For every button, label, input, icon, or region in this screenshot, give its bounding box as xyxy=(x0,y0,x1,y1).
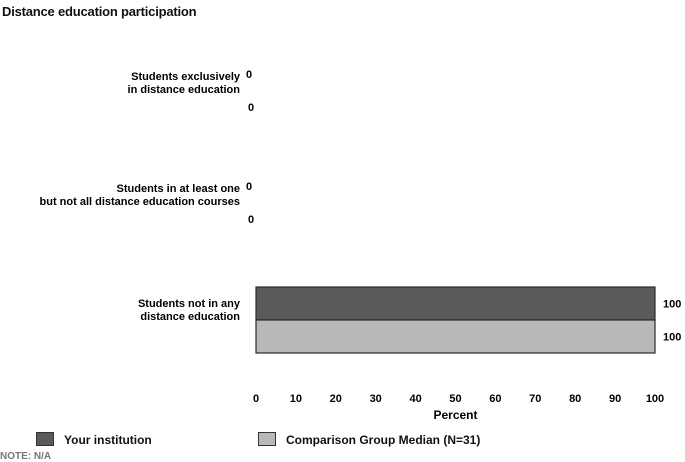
legend-item-comparison-group: Comparison Group Median (N=31) xyxy=(258,432,480,447)
data-label: 0 xyxy=(246,69,252,81)
x-tick-label: 80 xyxy=(569,393,581,405)
bar-comparison-group xyxy=(255,319,656,354)
x-tick-label: 20 xyxy=(330,393,342,405)
x-tick-label: 70 xyxy=(529,393,541,405)
data-label: 0 xyxy=(248,102,254,114)
category-label: Students in at least one but not all dist… xyxy=(40,183,240,208)
x-tick-label: 10 xyxy=(290,393,302,405)
legend-swatch-your-institution xyxy=(36,432,54,446)
legend-swatch-comparison-group xyxy=(258,432,276,446)
category-label: Students exclusively in distance educatio… xyxy=(128,71,241,96)
footnote: NOTE: N/A xyxy=(0,452,52,462)
legend-label-your-institution: Your institution xyxy=(64,433,152,447)
x-tick-label: 40 xyxy=(409,393,421,405)
x-tick-label: 90 xyxy=(609,393,621,405)
category-label: Students not in any distance education xyxy=(138,298,241,323)
data-label: 100 xyxy=(663,299,681,311)
legend-label-comparison-group: Comparison Group Median (N=31) xyxy=(286,433,481,447)
data-label: 100 xyxy=(663,332,681,344)
x-tick-label: 0 xyxy=(253,393,259,405)
bar-your-institution xyxy=(255,286,656,321)
x-tick-label: 100 xyxy=(646,393,664,405)
x-tick-label: 30 xyxy=(370,393,382,405)
x-tick-label: 60 xyxy=(489,393,501,405)
chart-title: Distance education participation xyxy=(2,4,197,19)
data-label: 0 xyxy=(248,214,254,226)
x-tick-label: 50 xyxy=(449,393,461,405)
x-axis-title: Percent xyxy=(433,408,477,422)
legend-item-your-institution: Your institution xyxy=(36,432,152,447)
data-label: 0 xyxy=(246,181,252,193)
